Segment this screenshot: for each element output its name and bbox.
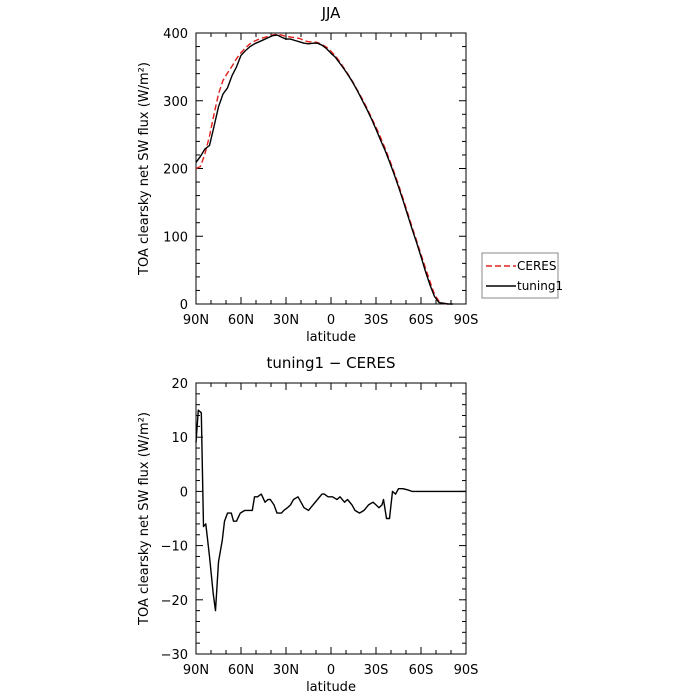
x-tick-label: 30N <box>273 663 299 678</box>
legend-label-tuning1: tuning1 <box>517 279 563 293</box>
difference-chart-panel: 90N 60N 30N 0 30S 60S 90S −30 −20 −10 0 10 20 tuning1… <box>137 354 478 695</box>
x-tick-label: 0 <box>327 313 335 328</box>
flux-chart-panel: 90N 60N 30N 0 30S 60S 90S 0 100 200 300 400 JJA latit… <box>137 4 563 345</box>
x-tick-label: 90N <box>183 663 209 678</box>
y-tick-label: 10 <box>171 431 188 446</box>
y-tick-label: 0 <box>180 485 188 500</box>
x-tick-label: 90S <box>454 663 479 678</box>
x-tick-label: 0 <box>327 663 335 678</box>
chart-title: JJA <box>321 4 342 22</box>
y-tick-label: −30 <box>161 648 188 663</box>
series-line-ceres <box>195 33 453 305</box>
series-line-tuning1 <box>195 34 453 305</box>
y-tick-label: −20 <box>161 594 188 609</box>
x-axis-label: latitude <box>306 330 356 345</box>
x-tick-label: 30N <box>273 313 299 328</box>
x-tick-label: 90S <box>454 313 479 328</box>
x-tick-label: 60S <box>409 313 434 328</box>
legend: CERES tuning1 <box>481 252 563 299</box>
x-tick-label: 30S <box>364 313 389 328</box>
x-tick-label: 60S <box>409 663 434 678</box>
plot-frame <box>195 382 467 655</box>
x-tick-label: 60N <box>228 313 254 328</box>
y-tick-label: 0 <box>180 298 188 313</box>
legend-box <box>481 252 559 299</box>
x-tick-label: 60N <box>228 663 254 678</box>
x-axis-label: latitude <box>306 680 356 695</box>
plot-frame <box>195 32 467 305</box>
y-tick-label: −10 <box>161 540 188 555</box>
y-tick-label: 300 <box>163 95 188 110</box>
y-tick-label: 400 <box>163 27 188 42</box>
legend-label-ceres: CERES <box>517 259 557 273</box>
y-axis-label: TOA clearsky net SW flux (W/m²) <box>137 62 152 276</box>
difference-line <box>195 409 466 612</box>
y-axis-label: TOA clearsky net SW flux (W/m²) <box>137 412 152 626</box>
x-tick-label: 30S <box>364 663 389 678</box>
chart-title: tuning1 − CERES <box>266 354 395 372</box>
y-tick-label: 100 <box>163 230 188 245</box>
y-tick-label: 200 <box>163 163 188 178</box>
y-tick-label: 20 <box>171 377 188 392</box>
x-tick-label: 90N <box>183 313 209 328</box>
